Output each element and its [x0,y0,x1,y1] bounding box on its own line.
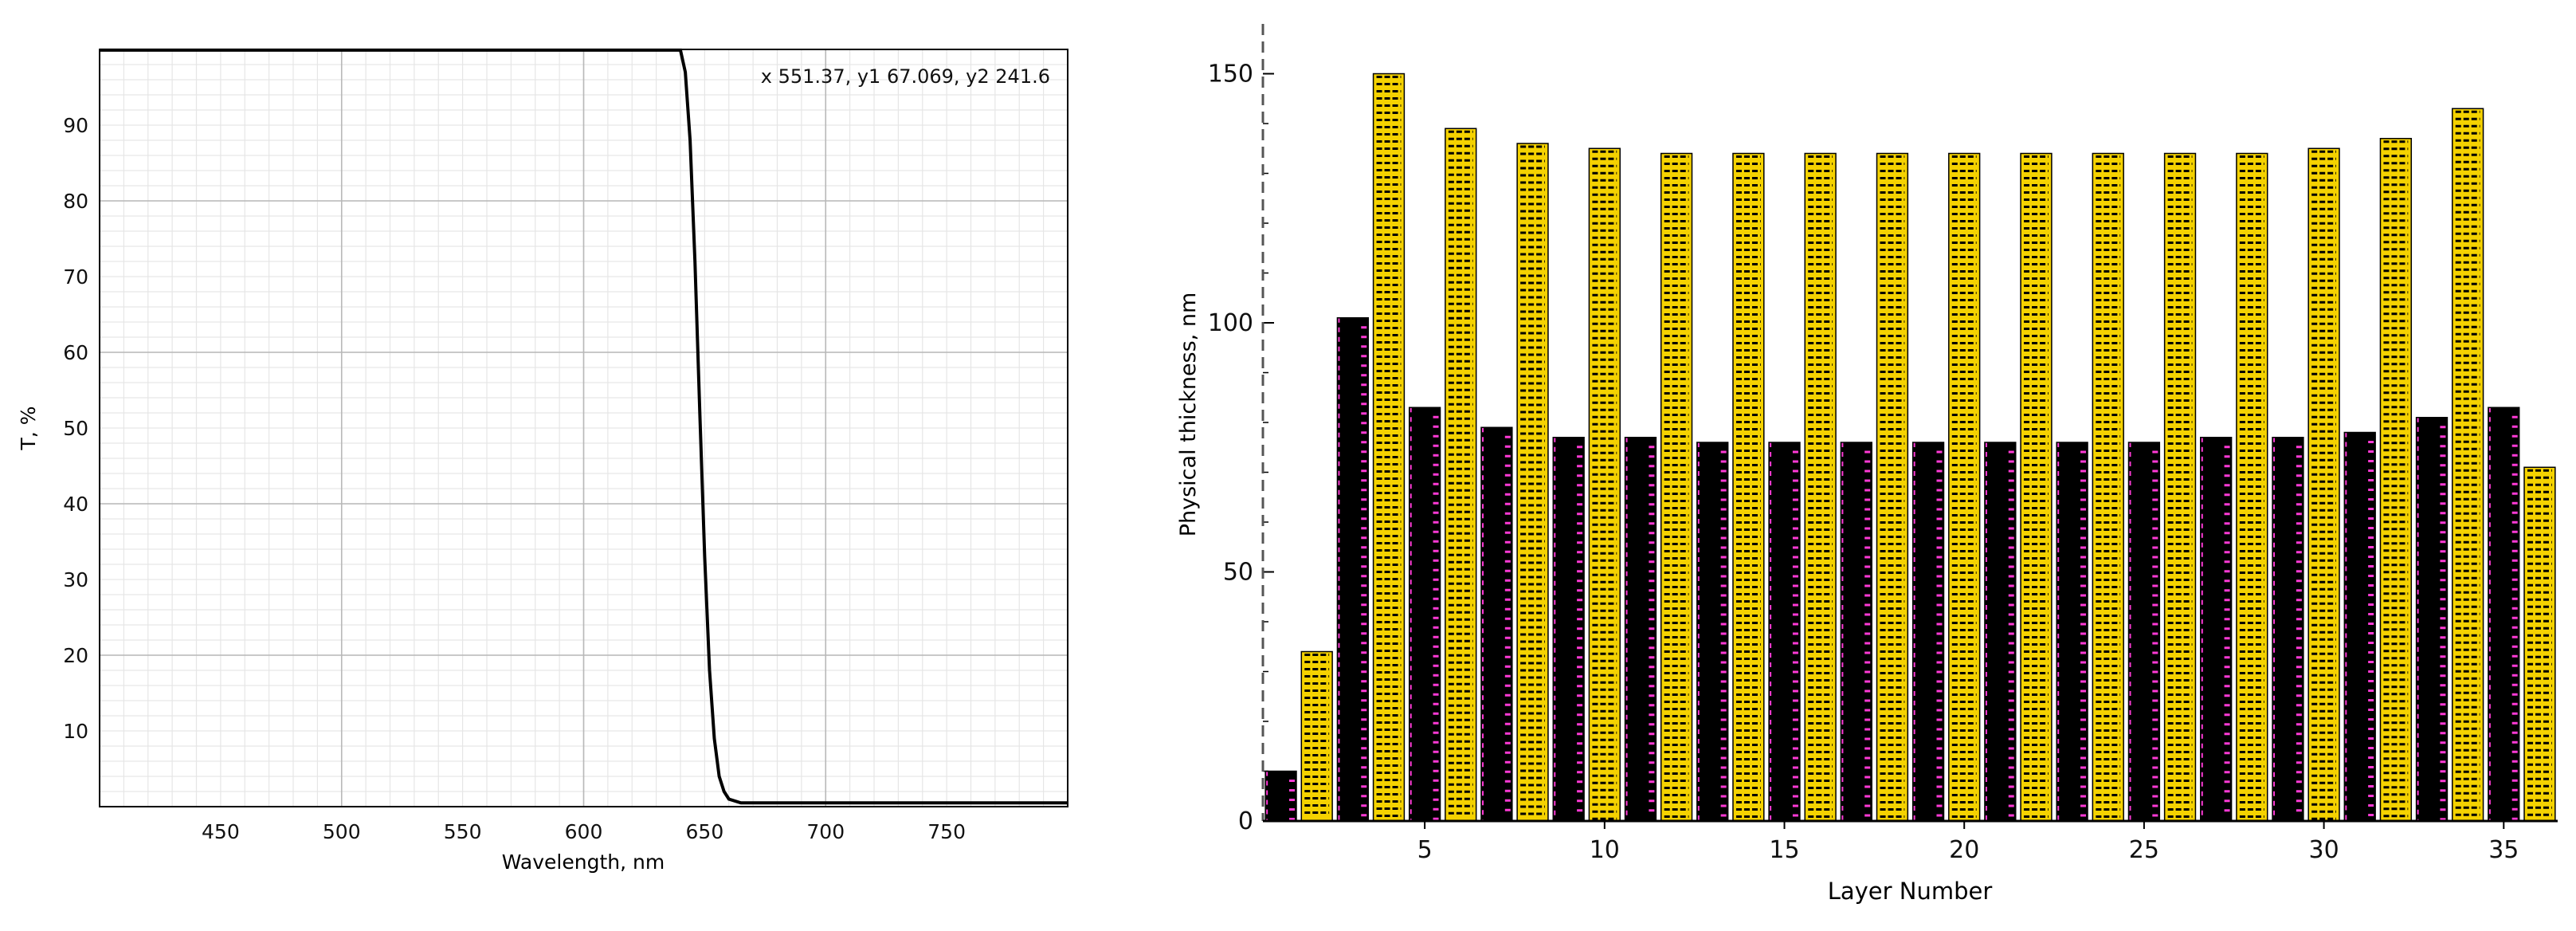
bar-layer-24 [2092,152,2124,822]
layer-thickness-chart: 5 10 15 20 25 30 35 0 50 100 150 Layer Number Phys… [1176,24,2558,905]
axis-tick-labels: 5 10 15 20 25 30 35 0 50 100 150 [1208,61,2519,865]
cursor-readout: x 551.37, y1 67.069, y2 241.6 [761,65,1050,88]
bar-layer-32 [2379,138,2413,822]
bar-layer-26 [2163,152,2197,822]
bar-layer-25 [2127,442,2161,822]
bar-layer-19 [1911,442,1945,822]
axis-tick-labels: 450 500 550 600 650 700 750 10 20 30 40 50 60 70 80 90 [63,114,966,843]
y-tick-label: 90 [63,114,88,137]
x-tick-label: 5 [1417,836,1433,864]
bar-layer-20 [1948,152,1981,822]
y-tick-label: 0 [1238,807,1253,835]
bar-layer-22 [2020,152,2053,822]
thickness-bars [1264,73,2556,822]
bar-layer-14 [1732,152,1765,822]
bar-layer-7 [1480,426,1513,822]
x-tick-label: 600 [565,820,603,843]
x-tick-label: 10 [1590,836,1620,864]
x-axis-label: Wavelength, nm [502,850,665,874]
x-tick-label: 700 [806,820,845,843]
x-tick-label: 15 [1769,836,1799,864]
x-tick-label: 35 [2488,836,2519,864]
y-axis-label: Physical thickness, nm [1176,293,1201,537]
x-axis-label: Layer Number [1828,878,1993,905]
x-tick-label: 650 [686,820,724,843]
y-tick-label: 150 [1208,61,1253,88]
bar-layer-5 [1408,407,1441,822]
x-tick-label: 450 [202,820,240,843]
plot-frame [99,49,1068,807]
x-tick-label: 750 [927,820,966,843]
bar-layer-10 [1588,147,1621,822]
bar-layer-34 [2451,108,2484,822]
bar-layer-36 [2523,466,2556,822]
y-tick-label: 70 [63,265,88,289]
x-tick-label: 25 [2129,836,2159,864]
y-tick-label: 30 [63,568,88,591]
y-tick-label: 20 [63,644,88,667]
y-tick-label: 60 [63,341,88,364]
bar-layer-18 [1876,152,1909,822]
y-tick-label: 100 [1208,309,1253,337]
bar-layer-12 [1660,152,1693,822]
x-tick-label: 550 [444,820,482,843]
bar-layer-23 [2056,442,2088,822]
bar-layer-6 [1445,128,1477,822]
bar-layer-35 [2488,407,2520,822]
bar-layer-13 [1696,442,1729,822]
y-axis-label: T, % [17,407,40,451]
bar-layer-1 [1264,770,1297,822]
x-tick-label: 20 [1949,836,1979,864]
bar-layer-28 [2236,152,2268,822]
y-tick-label: 50 [63,417,88,440]
x-tick-label: 500 [323,820,361,843]
bar-layer-9 [1552,437,1585,822]
bar-layer-16 [1804,152,1837,822]
y-tick-label: 80 [63,190,88,213]
bar-layer-21 [1984,442,2017,822]
bar-layer-4 [1372,73,1406,822]
bar-layer-27 [2200,437,2233,822]
bar-layer-17 [1840,442,1872,822]
bar-layer-15 [1768,442,1801,822]
bar-layer-33 [2415,417,2449,822]
y-tick-label: 50 [1223,559,1253,587]
bar-layer-3 [1336,317,1370,822]
bar-layer-2 [1300,650,1333,822]
bar-layer-30 [2307,147,2340,822]
bar-layer-29 [2272,437,2304,822]
bar-layer-11 [1624,437,1657,822]
y-tick-label: 10 [63,720,88,743]
transmittance-chart: 450 500 550 600 650 700 750102030405060708090 … [17,48,1068,874]
bar-layer-8 [1516,143,1549,822]
y-tick-label: 40 [63,493,88,516]
x-tick-label: 30 [2309,836,2339,864]
bar-layer-31 [2343,431,2376,822]
